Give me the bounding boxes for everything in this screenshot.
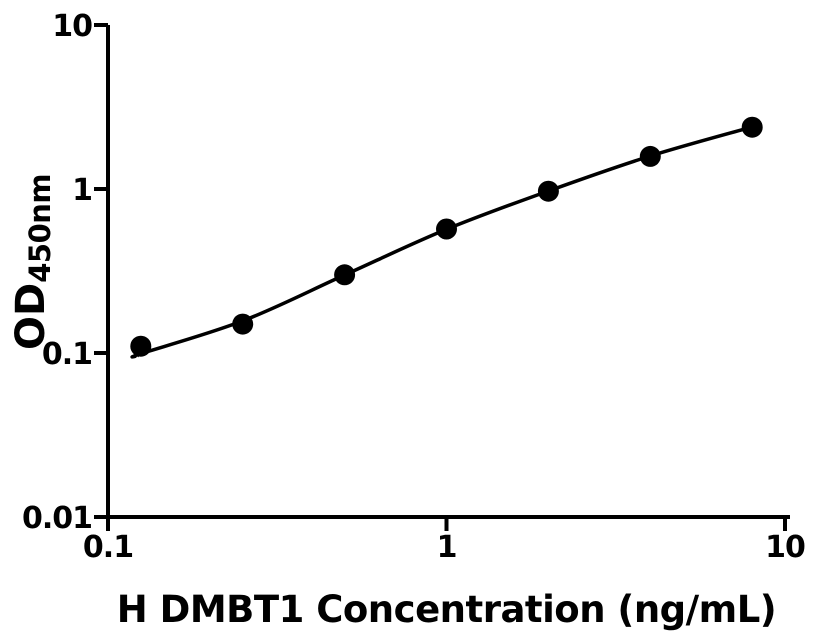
data-point [130, 335, 152, 357]
data-point [334, 264, 356, 286]
y-tick-label: 0.01 [22, 501, 92, 536]
y-axis-title: OD450nm [8, 174, 57, 350]
x-axis-title: H DMBT1 Concentration (ng/mL) [116, 588, 777, 631]
data-point [639, 145, 661, 167]
x-tick-label: 0.1 [83, 530, 133, 565]
y-tick-label: 10 [52, 9, 92, 44]
data-point [537, 180, 559, 202]
y-tick-label: 0.1 [42, 337, 92, 372]
data-point [232, 313, 254, 335]
x-tick-label: 1 [437, 530, 457, 565]
y-tick-label: 1 [72, 173, 92, 208]
y-axis-title-subscript: 450nm [23, 173, 57, 283]
data-point [436, 218, 457, 240]
y-axis-title-main: OD [8, 282, 54, 350]
x-tick-label: 10 [765, 530, 805, 565]
data-point [741, 116, 763, 138]
